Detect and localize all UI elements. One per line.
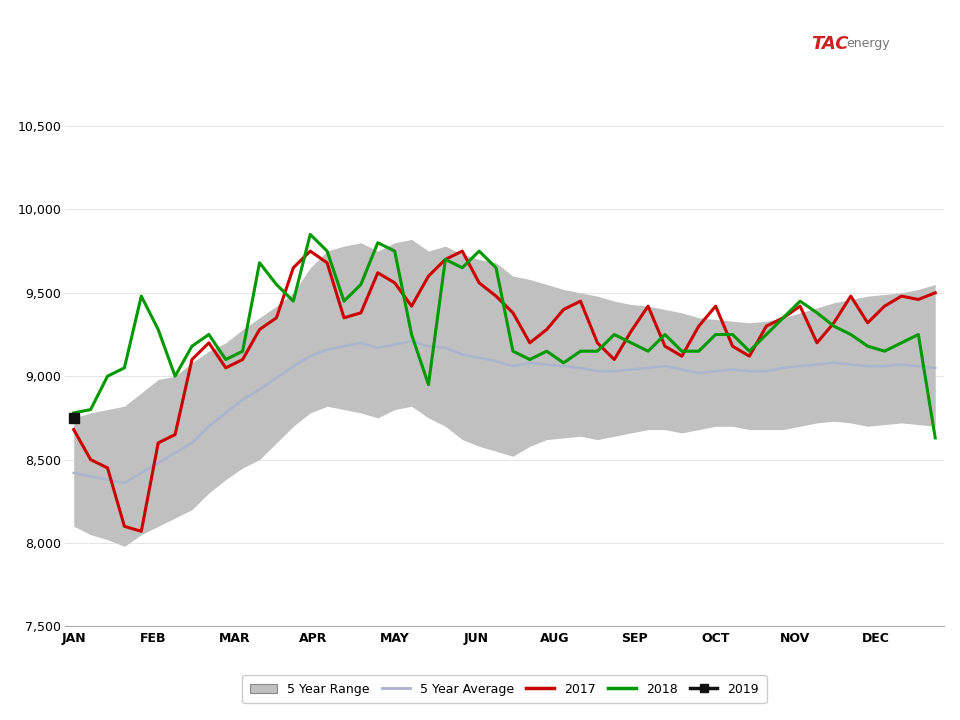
Text: energy: energy [847,37,890,50]
Legend: 5 Year Range, 5 Year Average, 2017, 2018, 2019: 5 Year Range, 5 Year Average, 2017, 2018… [242,675,767,703]
Text: Gasoline Implied Demand: Gasoline Implied Demand [261,29,603,53]
Text: TAC: TAC [811,35,849,53]
